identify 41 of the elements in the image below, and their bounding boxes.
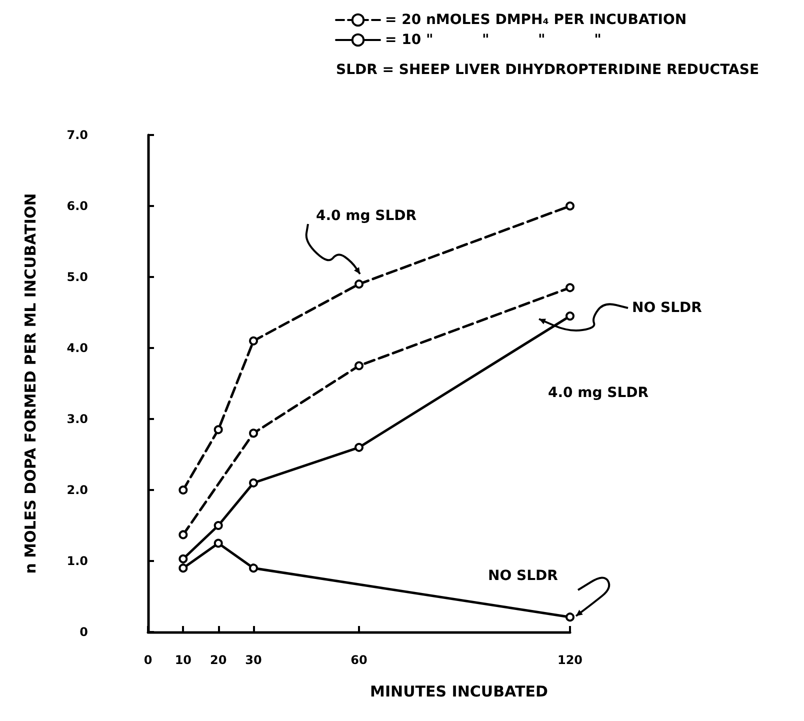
y-tick-label: 2.0 xyxy=(66,483,88,497)
y-tick-label: 4.0 xyxy=(66,341,88,355)
point xyxy=(354,361,364,370)
point xyxy=(249,428,258,438)
point xyxy=(566,202,574,210)
x-tick-label: 10 xyxy=(174,653,192,667)
y-tick-label: 0 xyxy=(80,625,88,639)
legend-label: = 20 nMOLES DMPH₄ PER INCUBATION xyxy=(385,12,687,28)
point xyxy=(249,336,258,346)
point xyxy=(566,283,574,292)
annotation: 4.0 mg SLDR xyxy=(548,385,649,401)
point xyxy=(354,280,364,289)
text: SLDR = SHEEP LIVER DIHYDROPTERIDINE REDUCTASE xyxy=(336,62,760,78)
point xyxy=(566,612,574,622)
text: NO SLDR xyxy=(632,300,702,316)
point xyxy=(178,564,188,573)
point xyxy=(249,478,258,488)
point xyxy=(354,442,364,452)
point xyxy=(178,530,188,540)
y-tick-label: 3.0 xyxy=(66,412,88,426)
point xyxy=(178,486,188,494)
point xyxy=(214,521,223,530)
x-axis-title: MINUTES INCUBATED xyxy=(370,682,548,700)
point xyxy=(214,425,223,434)
annotation: 4.0 mg SLDR xyxy=(316,208,417,224)
x-tick-label: 0 xyxy=(144,653,152,667)
y-tick-label: 1.0 xyxy=(66,554,88,568)
x-tick-label: 60 xyxy=(350,653,368,667)
x-tick-label: 30 xyxy=(245,653,262,667)
point xyxy=(178,554,188,564)
y-axis-title: n MOLES DOPA FORMED PER ML INCUBATION xyxy=(22,193,40,574)
point xyxy=(566,312,574,321)
y-tick-label: 6.0 xyxy=(66,199,88,213)
y-tick-label: 5.0 xyxy=(66,270,88,284)
legend-label: = 10 " " " " xyxy=(385,32,602,48)
point xyxy=(214,538,223,548)
x-tick-label: 20 xyxy=(210,653,227,667)
x-tick-label: 120 xyxy=(557,653,583,667)
annotation: NO SLDR xyxy=(488,568,558,584)
point xyxy=(249,564,258,573)
y-tick-label: 7.0 xyxy=(66,128,88,142)
